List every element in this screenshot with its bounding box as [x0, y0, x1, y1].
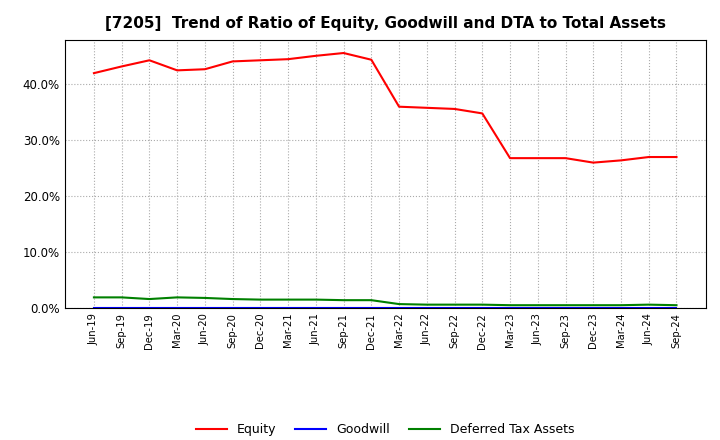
Equity	[423, 105, 431, 110]
Deferred Tax Assets	[589, 303, 598, 308]
Equity	[644, 154, 653, 160]
Equity	[256, 58, 265, 63]
Goodwill	[395, 305, 403, 311]
Equity	[450, 106, 459, 112]
Goodwill	[256, 305, 265, 311]
Equity	[672, 154, 681, 160]
Goodwill	[534, 305, 542, 311]
Deferred Tax Assets	[616, 303, 625, 308]
Deferred Tax Assets	[228, 297, 237, 302]
Equity	[534, 155, 542, 161]
Equity	[89, 70, 98, 76]
Equity	[505, 155, 514, 161]
Deferred Tax Assets	[284, 297, 292, 302]
Equity	[561, 155, 570, 161]
Goodwill	[616, 305, 625, 311]
Deferred Tax Assets	[256, 297, 265, 302]
Deferred Tax Assets	[450, 302, 459, 307]
Deferred Tax Assets	[644, 302, 653, 307]
Goodwill	[367, 305, 376, 311]
Goodwill	[284, 305, 292, 311]
Goodwill	[173, 305, 181, 311]
Line: Deferred Tax Assets: Deferred Tax Assets	[94, 297, 677, 305]
Goodwill	[450, 305, 459, 311]
Goodwill	[505, 305, 514, 311]
Equity	[173, 68, 181, 73]
Goodwill	[228, 305, 237, 311]
Deferred Tax Assets	[117, 295, 126, 300]
Goodwill	[339, 305, 348, 311]
Equity	[145, 58, 154, 63]
Deferred Tax Assets	[312, 297, 320, 302]
Equity	[117, 64, 126, 69]
Deferred Tax Assets	[145, 297, 154, 302]
Equity	[367, 57, 376, 62]
Goodwill	[89, 305, 98, 311]
Equity	[339, 50, 348, 55]
Title: [7205]  Trend of Ratio of Equity, Goodwill and DTA to Total Assets: [7205] Trend of Ratio of Equity, Goodwil…	[104, 16, 666, 32]
Equity	[478, 111, 487, 116]
Legend: Equity, Goodwill, Deferred Tax Assets: Equity, Goodwill, Deferred Tax Assets	[191, 418, 580, 440]
Equity	[228, 59, 237, 64]
Goodwill	[117, 305, 126, 311]
Equity	[312, 53, 320, 59]
Deferred Tax Assets	[478, 302, 487, 307]
Goodwill	[672, 305, 681, 311]
Equity	[395, 104, 403, 109]
Deferred Tax Assets	[505, 303, 514, 308]
Deferred Tax Assets	[423, 302, 431, 307]
Deferred Tax Assets	[89, 295, 98, 300]
Deferred Tax Assets	[339, 297, 348, 303]
Deferred Tax Assets	[367, 297, 376, 303]
Goodwill	[478, 305, 487, 311]
Goodwill	[423, 305, 431, 311]
Goodwill	[312, 305, 320, 311]
Equity	[284, 56, 292, 62]
Equity	[201, 66, 210, 72]
Goodwill	[201, 305, 210, 311]
Equity	[589, 160, 598, 165]
Equity	[616, 158, 625, 163]
Goodwill	[561, 305, 570, 311]
Line: Equity: Equity	[94, 53, 677, 163]
Deferred Tax Assets	[672, 303, 681, 308]
Deferred Tax Assets	[395, 301, 403, 307]
Goodwill	[589, 305, 598, 311]
Deferred Tax Assets	[173, 295, 181, 300]
Deferred Tax Assets	[534, 303, 542, 308]
Goodwill	[145, 305, 154, 311]
Deferred Tax Assets	[561, 303, 570, 308]
Deferred Tax Assets	[201, 295, 210, 301]
Goodwill	[644, 305, 653, 311]
